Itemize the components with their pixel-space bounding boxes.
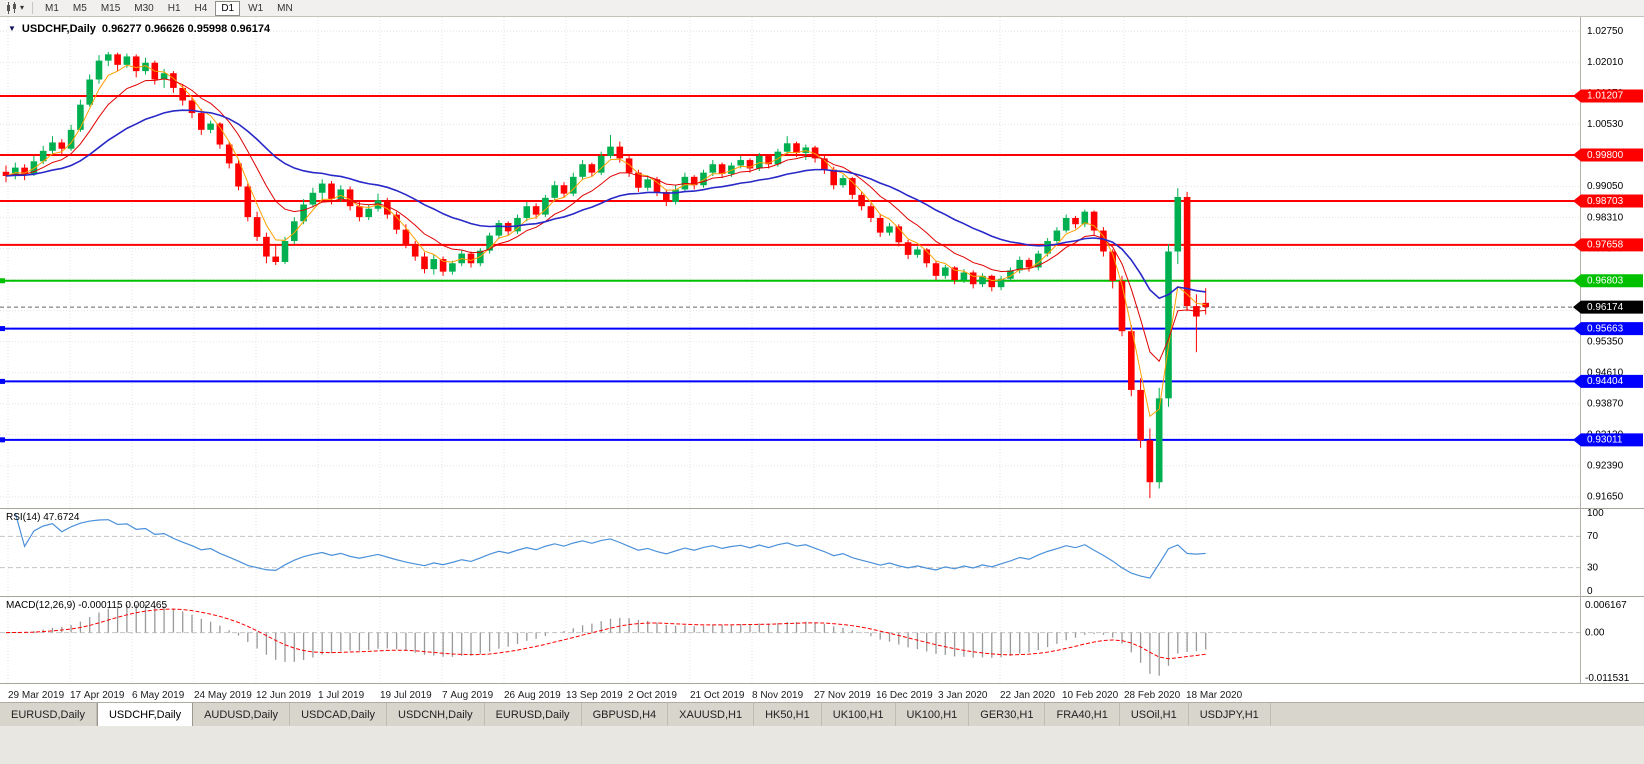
chart-tab[interactable]: USDCAD,Daily — [290, 703, 388, 726]
chart-tab[interactable]: FRA40,H1 — [1045, 703, 1120, 726]
chart-tab[interactable]: EURUSD,Daily — [0, 703, 97, 726]
candlestick-chart-icon — [5, 2, 19, 14]
top-toolbar: ▾ M1 M5 M15 M30 H1 H4 D1 W1 MN — [0, 0, 1644, 17]
timeframe-h1[interactable]: H1 — [162, 1, 187, 16]
chart-tab[interactable]: HK50,H1 — [754, 703, 822, 726]
chart-window: ▼ USDCHF,Daily 0.96277 0.96626 0.95998 0… — [0, 17, 1644, 702]
chart-tab[interactable]: GBPUSD,H4 — [582, 703, 669, 726]
timeframe-w1[interactable]: W1 — [242, 1, 269, 16]
timeframe-m30[interactable]: M30 — [128, 1, 159, 16]
price-chart-canvas[interactable] — [0, 17, 1644, 702]
chart-tab[interactable]: USDCNH,Daily — [387, 703, 485, 726]
chart-tab[interactable]: USDJPY,H1 — [1189, 703, 1271, 726]
chart-tab[interactable]: UK100,H1 — [896, 703, 970, 726]
chart-tab[interactable]: GER30,H1 — [969, 703, 1046, 726]
timeframe-mn[interactable]: MN — [271, 1, 299, 16]
chart-tab[interactable]: XAUUSD,H1 — [668, 703, 755, 726]
chart-tab[interactable]: USOil,H1 — [1120, 703, 1189, 726]
chart-tab[interactable]: USDCHF,Daily — [96, 703, 194, 726]
status-bar — [0, 726, 1644, 764]
chart-tab[interactable]: AUDUSD,Daily — [193, 703, 291, 726]
chart-tabs-bar: EURUSD,Daily USDCHF,Daily AUDUSD,Daily U… — [0, 702, 1644, 726]
chart-tab[interactable]: UK100,H1 — [822, 703, 896, 726]
timeframe-m15[interactable]: M15 — [95, 1, 126, 16]
chart-tab[interactable]: EURUSD,Daily — [485, 703, 582, 726]
timeframe-d1[interactable]: D1 — [215, 0, 241, 16]
chart-type-dropdown[interactable]: ▾ — [3, 2, 26, 14]
timeframe-h4[interactable]: H4 — [189, 1, 214, 16]
chevron-down-icon: ▾ — [20, 3, 25, 12]
timeframe-m1[interactable]: M1 — [39, 1, 65, 16]
toolbar-separator — [32, 2, 34, 14]
timeframe-m5[interactable]: M5 — [67, 1, 93, 16]
